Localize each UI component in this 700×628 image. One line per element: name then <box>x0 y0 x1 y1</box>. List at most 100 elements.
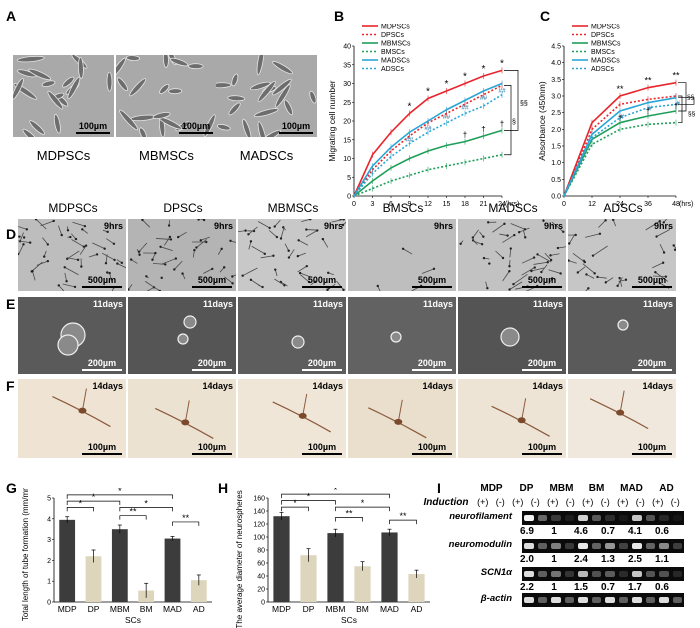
cell-dot <box>654 271 657 274</box>
y-tick-label: 0 <box>261 600 265 607</box>
tube-segment <box>300 272 313 278</box>
x-tick-label: 9 <box>408 201 412 208</box>
cell-dot <box>73 285 77 289</box>
cell-dot <box>268 226 271 230</box>
rowE-tile-5: 11days 200µm <box>568 297 676 374</box>
y-tick-label: 0 <box>347 194 351 201</box>
gel-band <box>672 597 682 603</box>
gel-row-1 <box>522 539 684 553</box>
scalebar-line <box>192 453 232 455</box>
neurite <box>619 390 625 413</box>
cell-shape <box>116 77 128 92</box>
tube-segment <box>36 260 48 266</box>
cell-dot <box>604 281 608 284</box>
scalebar: 100µm <box>279 121 313 134</box>
cell-dot <box>488 262 491 265</box>
sig-bracket <box>389 519 417 525</box>
cell-dot <box>307 280 311 284</box>
gel-band <box>537 543 547 549</box>
tube-segment <box>592 245 608 257</box>
legend-label: DPSCs <box>381 32 404 39</box>
legend-label: ADSCs <box>591 66 614 73</box>
scalebar-line <box>522 369 562 371</box>
cell-dot <box>283 284 286 287</box>
fold-change-value: 1 <box>551 554 557 565</box>
bar-MAD <box>164 538 181 602</box>
induction-label: Induction <box>423 497 469 508</box>
scalebar: 500µm <box>632 275 672 288</box>
tube-segment <box>174 260 183 270</box>
sig-hash: ## <box>406 136 414 143</box>
tube-segment <box>274 219 281 227</box>
cell-dot <box>83 224 87 228</box>
cell-shape <box>257 121 267 137</box>
cell-dot <box>585 273 588 276</box>
gene-name: neurofilament <box>449 511 512 522</box>
cell-dot <box>104 262 108 265</box>
sig-section: §§ <box>688 111 696 118</box>
scalebar: 500µm <box>522 275 562 288</box>
y-tick-label: 15 <box>343 137 351 144</box>
cell-dot <box>211 267 214 271</box>
scalebar-label: 100µm <box>307 442 337 452</box>
y-tick-label: 2 <box>47 558 51 565</box>
column-header-MBMSCs: MBMSCs <box>267 201 319 215</box>
column-header-BMSCs: BMSCs <box>382 201 424 215</box>
tube-segment <box>248 226 258 235</box>
legend-label: MADSCs <box>381 58 410 65</box>
rowF-tile-1: 14days 100µm <box>128 379 236 458</box>
cell-dot <box>568 259 570 262</box>
gel-band <box>537 515 547 521</box>
sig-bracket <box>66 500 121 506</box>
tube-segment <box>598 220 606 228</box>
rowF-tile-4: 14days 100µm <box>458 379 566 458</box>
gel-band <box>632 515 642 521</box>
tube-segment <box>377 285 381 291</box>
gel-band <box>551 543 561 549</box>
gel-band <box>578 543 588 549</box>
cell-dot <box>205 240 208 244</box>
y-axis-label: Migrating cell number <box>327 80 337 161</box>
tube-segment <box>280 281 288 287</box>
column-header-DPSCs: DPSCs <box>163 201 203 215</box>
panel-label-i: I <box>437 480 441 496</box>
time-label: 11days <box>92 299 123 309</box>
cell-shape <box>272 78 292 96</box>
gel-band <box>632 571 642 577</box>
sig-mark: * <box>92 492 96 502</box>
sig-dagger: † <box>500 119 504 128</box>
gel-band <box>645 515 655 521</box>
scalebar-line <box>302 369 342 371</box>
cell-dot <box>549 254 552 257</box>
cell-shape <box>216 124 231 131</box>
cell-dot <box>106 230 109 234</box>
cell-shape <box>119 109 139 131</box>
scalebar-label: 200µm <box>87 358 117 368</box>
tube-segment <box>585 288 589 291</box>
cell-dot <box>661 261 665 264</box>
cell-dot <box>28 241 32 244</box>
gel-row-2 <box>522 567 684 581</box>
cell-dot <box>549 258 553 262</box>
x-tick-label: MDP <box>272 604 291 614</box>
tube-segment <box>521 257 535 264</box>
sig-bracket <box>281 500 336 505</box>
group-header-BM: BM <box>588 483 605 494</box>
cell-dot <box>22 236 26 239</box>
y-tick-label: 20 <box>343 119 351 126</box>
sig-mark: ** <box>182 513 190 523</box>
scalebar-line <box>179 132 213 134</box>
cell-dot <box>624 278 628 281</box>
tube-segment <box>106 238 115 245</box>
cell-dot <box>517 230 521 234</box>
x-axis-label: (hrs) <box>679 201 693 208</box>
cell-dot <box>60 233 63 237</box>
x-tick-label: 18 <box>461 201 469 208</box>
cell-dot <box>138 253 141 256</box>
sig-bracket <box>66 494 173 499</box>
gel-row-3 <box>522 593 684 607</box>
tube-segment <box>248 241 252 250</box>
induction-sign: (+) <box>547 497 559 507</box>
cell-dot <box>177 235 180 239</box>
cell-dot <box>556 246 560 250</box>
